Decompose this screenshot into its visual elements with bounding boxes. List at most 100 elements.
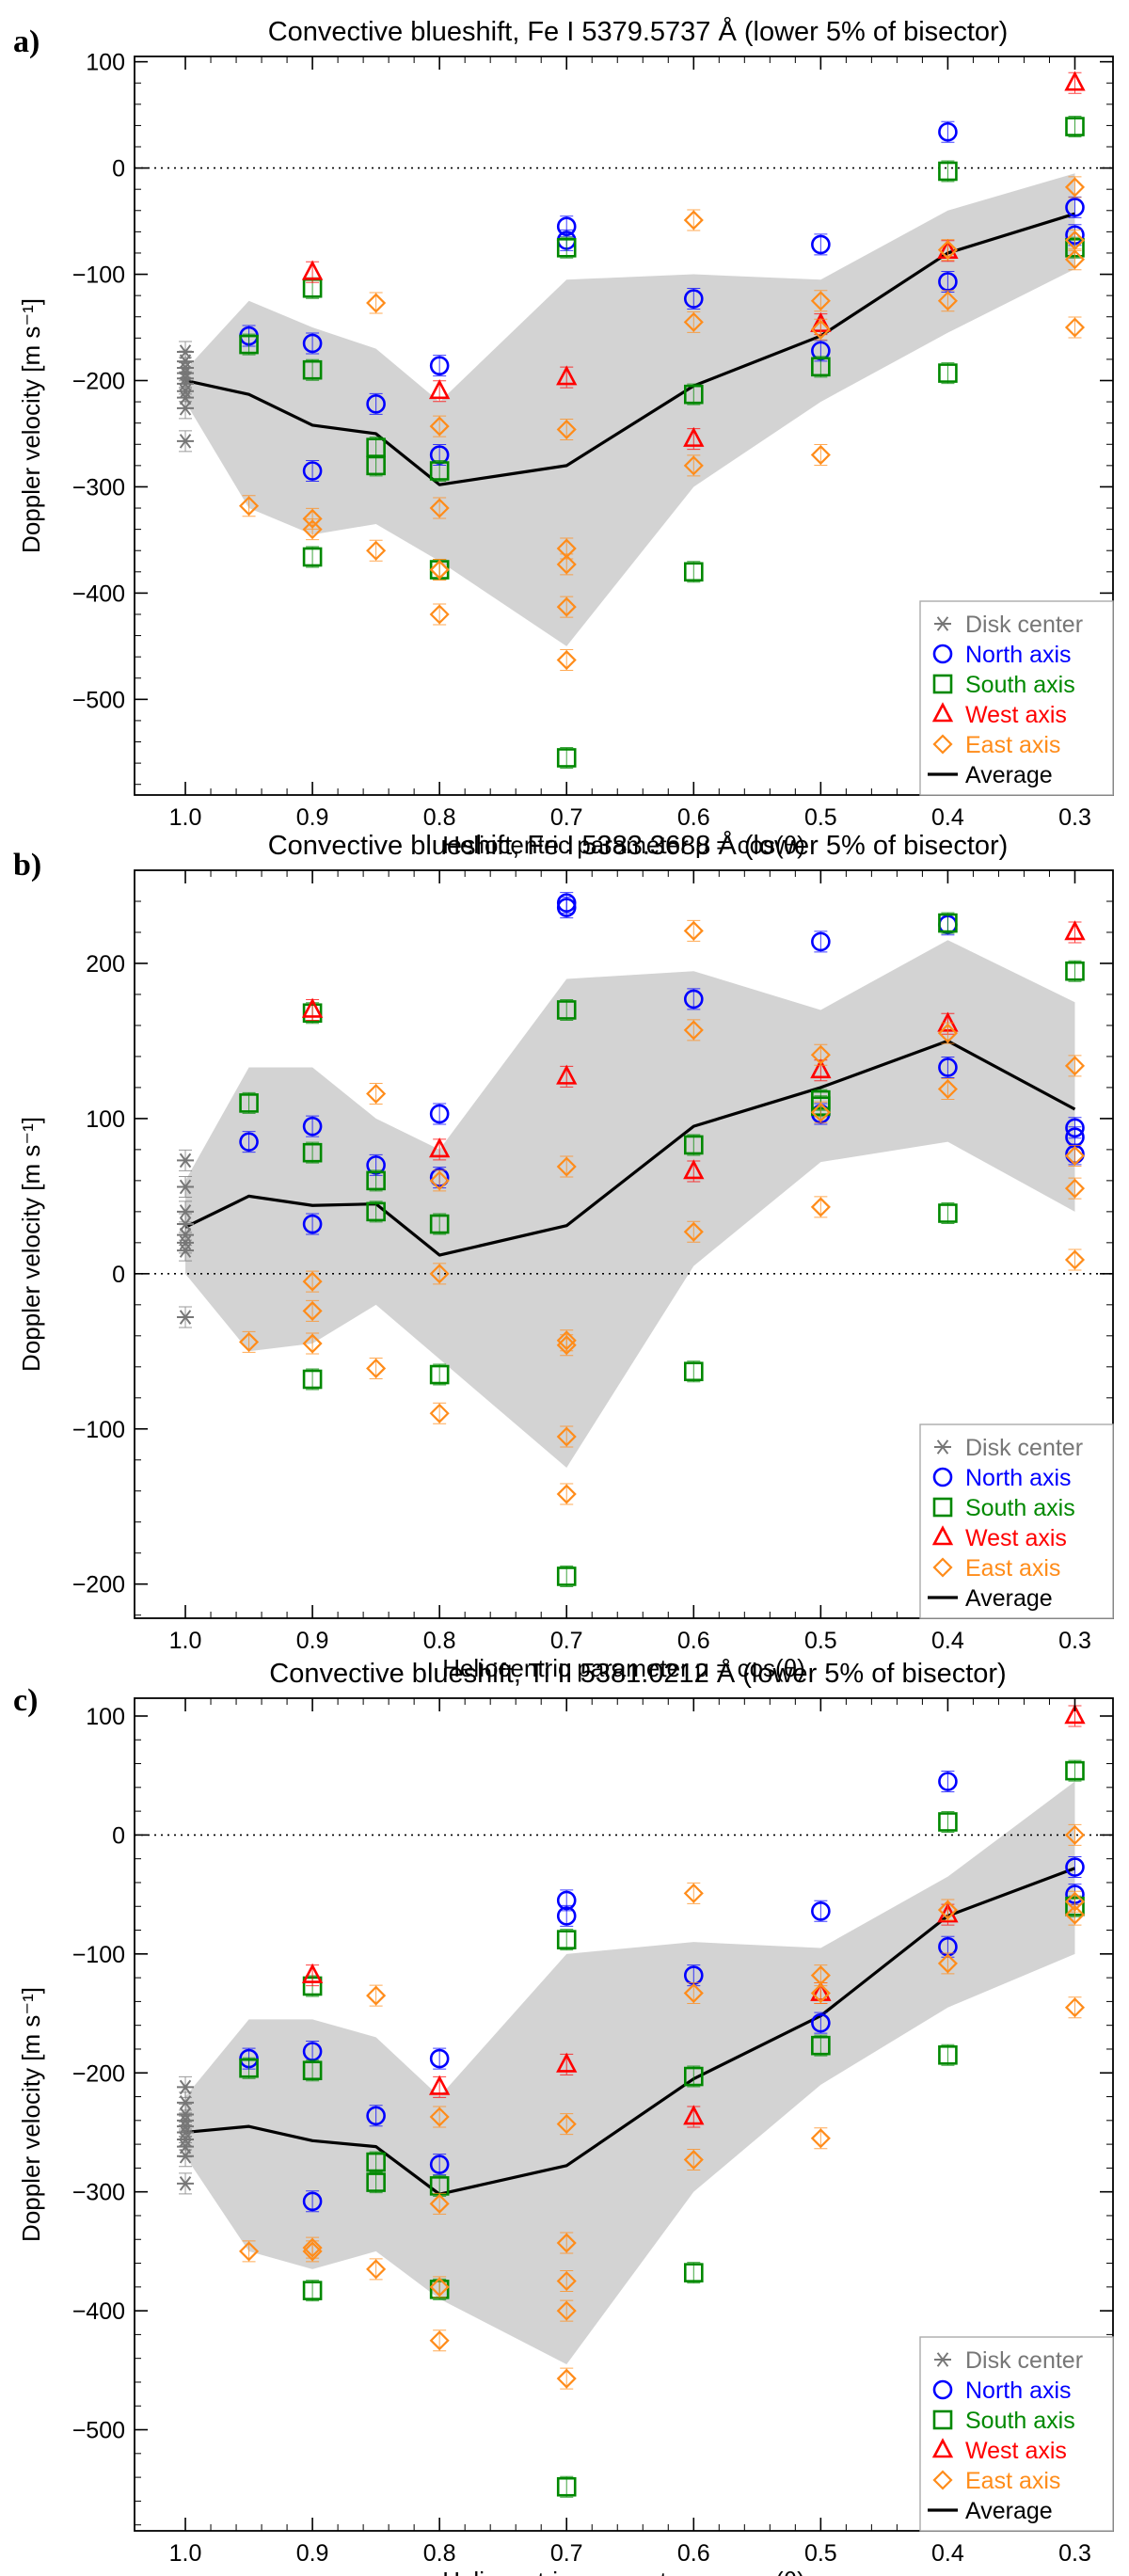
series-south — [239, 1759, 1085, 2498]
x-axis-label: Heliocentric parameter μ = cos(θ) — [442, 1654, 805, 1682]
y-tick-label: −100 — [72, 262, 125, 289]
error-bar — [687, 1882, 701, 1904]
east-point — [556, 2368, 577, 2389]
error-bar — [433, 1169, 447, 1192]
x-tick-label: 0.4 — [931, 804, 964, 831]
legend-marker-west — [931, 702, 954, 723]
north-point — [811, 234, 831, 255]
legend-label-disk: Disk center — [965, 612, 1083, 638]
error-bar — [941, 1202, 955, 1225]
west-point — [810, 1057, 832, 1079]
south-point — [556, 1000, 577, 1020]
error-bar — [560, 2475, 574, 2498]
error-bar — [814, 444, 828, 467]
error-bar — [306, 460, 320, 483]
east-point — [937, 240, 958, 261]
east-point — [429, 2193, 450, 2214]
y-tick-label: 0 — [112, 156, 125, 183]
north-point — [938, 121, 958, 142]
error-bar — [1068, 960, 1082, 982]
error-bar — [941, 1022, 955, 1044]
disk-point — [177, 2079, 195, 2095]
error-bar — [560, 418, 574, 440]
error-bar — [1068, 1177, 1082, 1200]
north-point — [366, 2106, 386, 2126]
error-bar — [560, 2299, 574, 2322]
x-tick-label: 1.0 — [169, 2540, 202, 2567]
error-bar — [306, 1270, 320, 1293]
east-point — [683, 1221, 704, 1242]
error-bar — [687, 1220, 701, 1243]
x-tick-label: 0.5 — [804, 2540, 837, 2567]
error-bar — [1068, 116, 1082, 138]
legend-marker-west — [931, 2438, 954, 2458]
south-point — [302, 359, 323, 380]
legend-label-west: West axis — [965, 2438, 1067, 2464]
south-point — [938, 1812, 958, 1832]
error-bar — [814, 356, 828, 378]
east-point — [1064, 1904, 1086, 1925]
west-point — [428, 1137, 451, 1158]
south-point — [1065, 1760, 1085, 1781]
chart-panel-2: b) Convective blueshift, Fe I 5383.3688 Å… — [13, 830, 1114, 1682]
east-point — [366, 1083, 387, 1105]
error-bar — [814, 2127, 828, 2150]
legend-label-average: Average — [965, 1585, 1053, 1612]
legend-label-west: West axis — [965, 1525, 1067, 1551]
east-point — [810, 1197, 831, 1217]
legend-label-north: North axis — [965, 642, 1072, 668]
error-bar — [433, 355, 447, 377]
east-point — [810, 1982, 831, 2004]
south-point — [938, 2044, 958, 2065]
east-point — [810, 2128, 831, 2149]
x-tick-label: 0.5 — [804, 1628, 837, 1654]
legend-marker-east — [932, 2470, 953, 2490]
east-point — [556, 2300, 577, 2321]
error-bar — [1068, 1856, 1082, 1879]
error-bar — [369, 1201, 383, 1223]
error-bar — [369, 1169, 383, 1192]
legend: Disk center North axis South axis West axis… — [919, 2336, 1114, 2532]
north-point — [683, 989, 704, 1010]
error-bar — [433, 1103, 447, 1125]
east-point — [1064, 1824, 1086, 1845]
east-point — [302, 1271, 323, 1292]
south-point — [938, 363, 958, 383]
error-bar — [687, 1134, 701, 1156]
north-point — [556, 898, 577, 917]
y-tick-label: 0 — [112, 1262, 125, 1288]
disk-point — [177, 1179, 195, 1195]
east-point — [810, 319, 831, 340]
north-point — [302, 2191, 323, 2212]
error-bar — [433, 460, 447, 483]
x-tick-label: 0.8 — [423, 2540, 456, 2567]
error-bar — [433, 497, 447, 519]
north-point — [1065, 198, 1085, 217]
error-bar — [1068, 248, 1082, 271]
error-bar — [687, 988, 701, 1010]
y-tick-label: −300 — [72, 2180, 125, 2206]
plot-frame — [134, 56, 1114, 796]
error-bar — [369, 392, 383, 415]
north-point — [366, 394, 386, 414]
disk-point — [177, 1153, 195, 1169]
error-bar — [687, 209, 701, 231]
south-point — [239, 334, 259, 355]
south-point — [683, 2263, 704, 2282]
error-bar — [814, 930, 828, 953]
south-point — [429, 1214, 450, 1234]
east-point — [429, 2107, 450, 2127]
east-point — [810, 1044, 831, 1065]
legend: Disk center North axis South axis West axis… — [919, 600, 1114, 796]
east-point — [937, 1953, 958, 1974]
error-bar — [242, 1330, 256, 1353]
north-point — [1065, 1857, 1085, 1877]
north-point — [938, 1057, 958, 1077]
error-bar — [560, 2367, 574, 2390]
error-bar — [814, 2034, 828, 2057]
legend-label-east: East axis — [965, 1555, 1060, 1582]
west-point — [683, 2105, 705, 2125]
y-tick-label: 200 — [86, 951, 125, 978]
error-bar — [941, 160, 955, 183]
error-bar — [306, 1368, 320, 1391]
